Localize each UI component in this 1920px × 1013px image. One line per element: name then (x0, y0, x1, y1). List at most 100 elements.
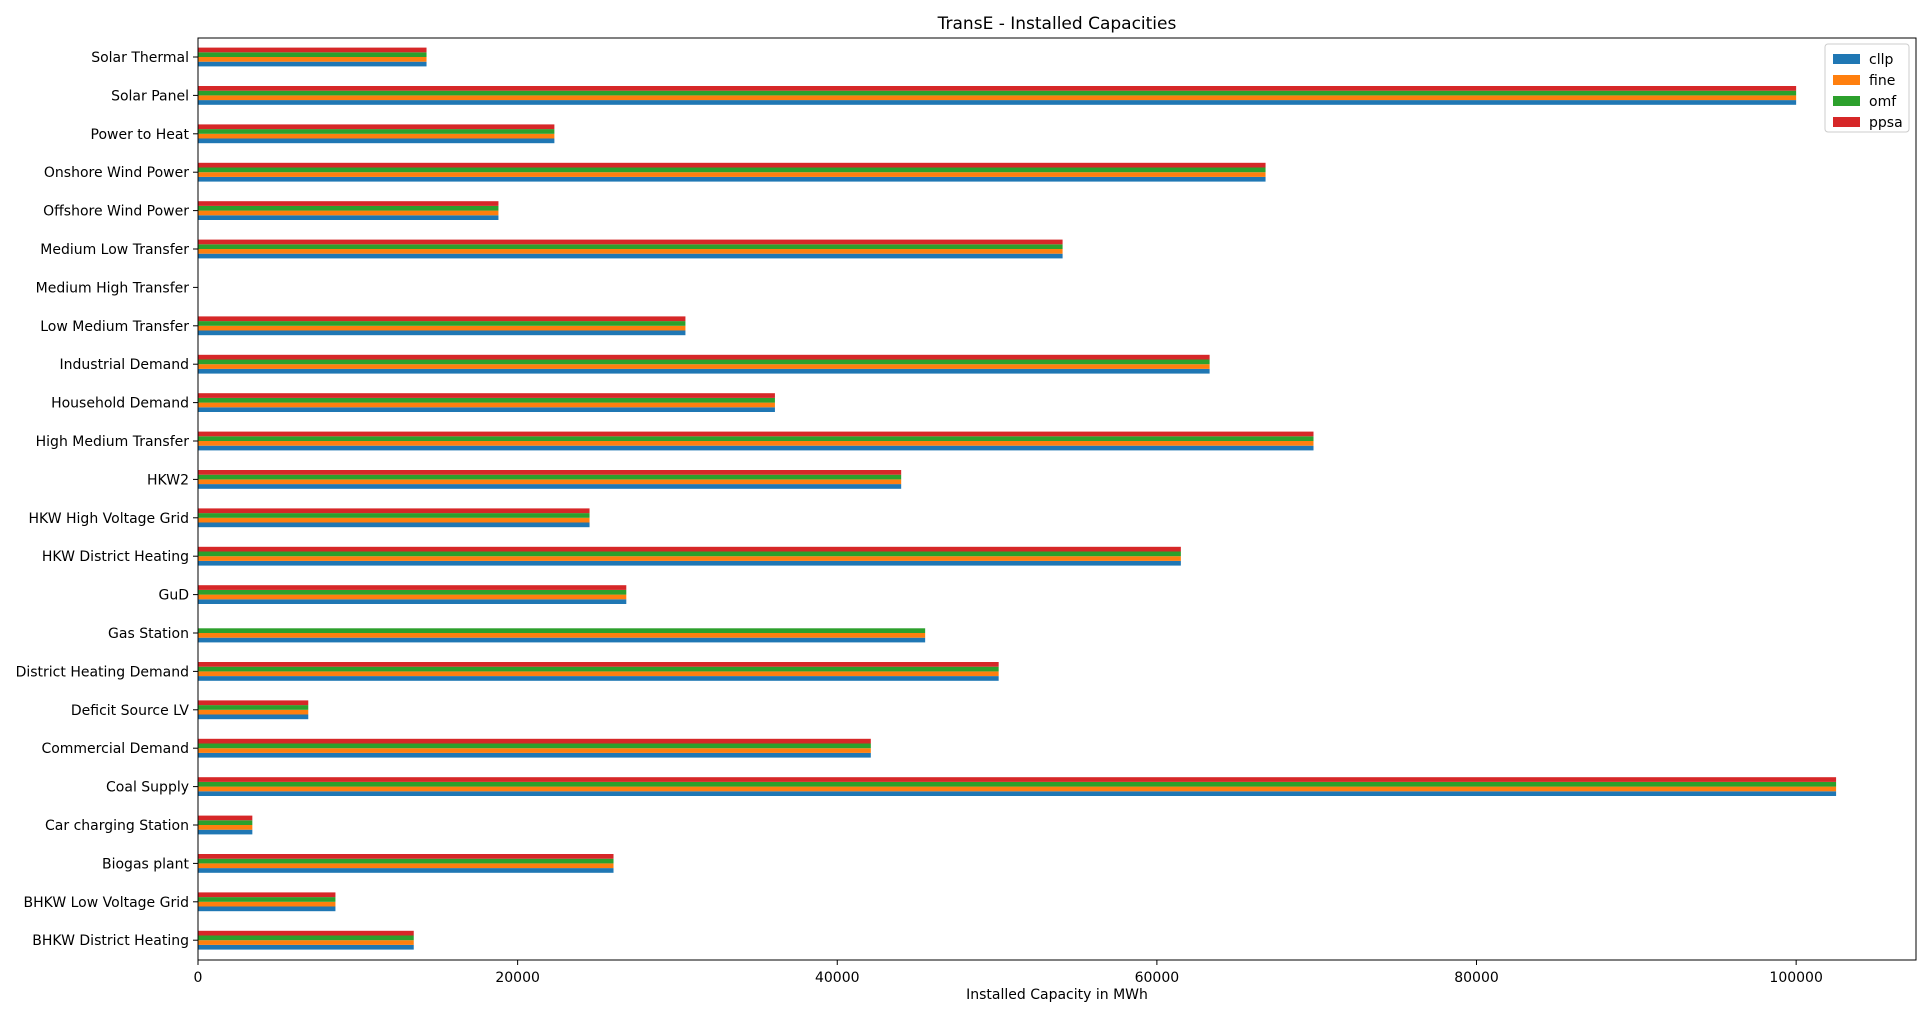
bar-fine-4 (198, 210, 499, 216)
x-tick-label: 0 (194, 970, 203, 986)
y-tick-label: HKW2 (147, 472, 189, 488)
bar-ppsa-23 (198, 930, 414, 936)
x-tick-label: 60000 (1135, 970, 1180, 986)
bar-omf-12 (198, 513, 590, 518)
bar-ppsa-17 (198, 700, 309, 706)
bar-ppsa-22 (198, 892, 336, 898)
bar-fine-2 (198, 133, 555, 139)
bar-cllp-3 (198, 176, 1266, 182)
legend-label-cllp: cllp (1869, 52, 1893, 68)
y-tick-label: Onshore Wind Power (44, 165, 189, 181)
y-tick-label: Coal Supply (106, 780, 189, 796)
bar-fine-22 (198, 901, 336, 907)
bar-ppsa-12 (198, 508, 590, 514)
bar-ppsa-19 (198, 777, 1837, 782)
bar-fine-20 (198, 825, 253, 830)
bar-fine-12 (198, 517, 590, 523)
bar-omf-5 (198, 244, 1063, 249)
bar-ppsa-20 (198, 815, 253, 821)
y-tick-label: Household Demand (51, 396, 189, 412)
bar-omf-2 (198, 129, 555, 134)
bar-ppsa-18 (198, 738, 871, 744)
bar-fine-9 (198, 402, 775, 408)
y-tick-label: Gas Station (108, 626, 189, 642)
bar-omf-7 (198, 321, 686, 326)
bar-omf-20 (198, 820, 253, 825)
legend-label-omf: omf (1869, 94, 1897, 110)
x-tick-label: 80000 (1454, 970, 1499, 986)
legend-swatch-cllp (1833, 54, 1860, 64)
y-tick-label: High Medium Transfer (36, 434, 190, 450)
bar-ppsa-2 (198, 124, 555, 130)
bar-omf-0 (198, 52, 427, 57)
bar-fine-7 (198, 325, 686, 331)
legend-label-fine: fine (1869, 73, 1895, 89)
bar-omf-21 (198, 858, 614, 864)
bar-cllp-19 (198, 791, 1837, 796)
bar-omf-16 (198, 666, 999, 672)
x-axis-label: Installed Capacity in MWh (966, 987, 1148, 1003)
y-tick-label: GuD (158, 588, 189, 604)
bar-ppsa-7 (198, 316, 686, 322)
bar-ppsa-8 (198, 354, 1210, 360)
bar-ppsa-14 (198, 585, 627, 590)
legend-swatch-omf (1833, 96, 1860, 106)
bar-omf-17 (198, 705, 309, 710)
y-tick-label: Offshore Wind Power (43, 204, 189, 220)
y-tick-label: Solar Panel (111, 88, 189, 104)
bar-omf-1 (198, 90, 1797, 96)
bar-ppsa-3 (198, 162, 1266, 168)
chart-title: TransE - Installed Capacities (937, 14, 1177, 34)
bar-cllp-20 (198, 829, 253, 835)
y-tick-label: BHKW District Heating (32, 933, 189, 949)
bar-cllp-5 (198, 253, 1063, 259)
bar-fine-11 (198, 479, 902, 485)
bar-cllp-16 (198, 676, 999, 681)
bar-ppsa-1 (198, 86, 1797, 91)
bar-omf-15 (198, 628, 926, 633)
bar-fine-13 (198, 556, 1181, 561)
bar-ppsa-16 (198, 662, 999, 667)
y-tick-label: BHKW Low Voltage Grid (24, 895, 189, 911)
legend-swatch-fine (1833, 75, 1860, 85)
bar-cllp-15 (198, 637, 926, 643)
bar-omf-22 (198, 897, 336, 902)
bar-fine-8 (198, 364, 1210, 369)
bar-omf-14 (198, 589, 627, 595)
y-tick-label: Car charging Station (45, 818, 189, 834)
bar-ppsa-13 (198, 546, 1181, 552)
bar-cllp-21 (198, 868, 614, 873)
bar-omf-9 (198, 397, 775, 403)
bar-cllp-17 (198, 714, 309, 720)
bar-cllp-11 (198, 484, 902, 489)
bar-omf-13 (198, 551, 1181, 557)
y-tick-label: Industrial Demand (60, 357, 189, 373)
bar-omf-4 (198, 205, 499, 211)
bar-ppsa-11 (198, 470, 902, 475)
x-tick-label: 20000 (495, 970, 540, 986)
bar-cllp-1 (198, 100, 1797, 105)
legend-swatch-ppsa (1833, 117, 1860, 127)
bar-fine-3 (198, 172, 1266, 177)
y-tick-label: Biogas plant (102, 856, 189, 872)
bar-fine-21 (198, 863, 614, 869)
bar-cllp-23 (198, 944, 414, 950)
bar-cllp-18 (198, 752, 871, 758)
legend-label-ppsa: ppsa (1869, 115, 1903, 131)
y-tick-label: HKW District Heating (42, 549, 189, 565)
bar-omf-11 (198, 474, 902, 480)
bar-omf-19 (198, 781, 1837, 787)
bar-fine-5 (198, 249, 1063, 254)
bar-cllp-10 (198, 445, 1314, 451)
y-tick-label: Solar Thermal (91, 50, 189, 66)
bar-fine-18 (198, 748, 871, 753)
y-tick-label: District Heating Demand (16, 664, 189, 680)
bar-fine-16 (198, 671, 999, 677)
bar-fine-14 (198, 594, 627, 600)
bar-cllp-4 (198, 215, 499, 220)
bar-cllp-2 (198, 138, 555, 144)
bar-ppsa-10 (198, 431, 1314, 437)
bar-cllp-22 (198, 906, 336, 912)
bar-fine-19 (198, 786, 1837, 792)
bar-cllp-13 (198, 560, 1181, 566)
